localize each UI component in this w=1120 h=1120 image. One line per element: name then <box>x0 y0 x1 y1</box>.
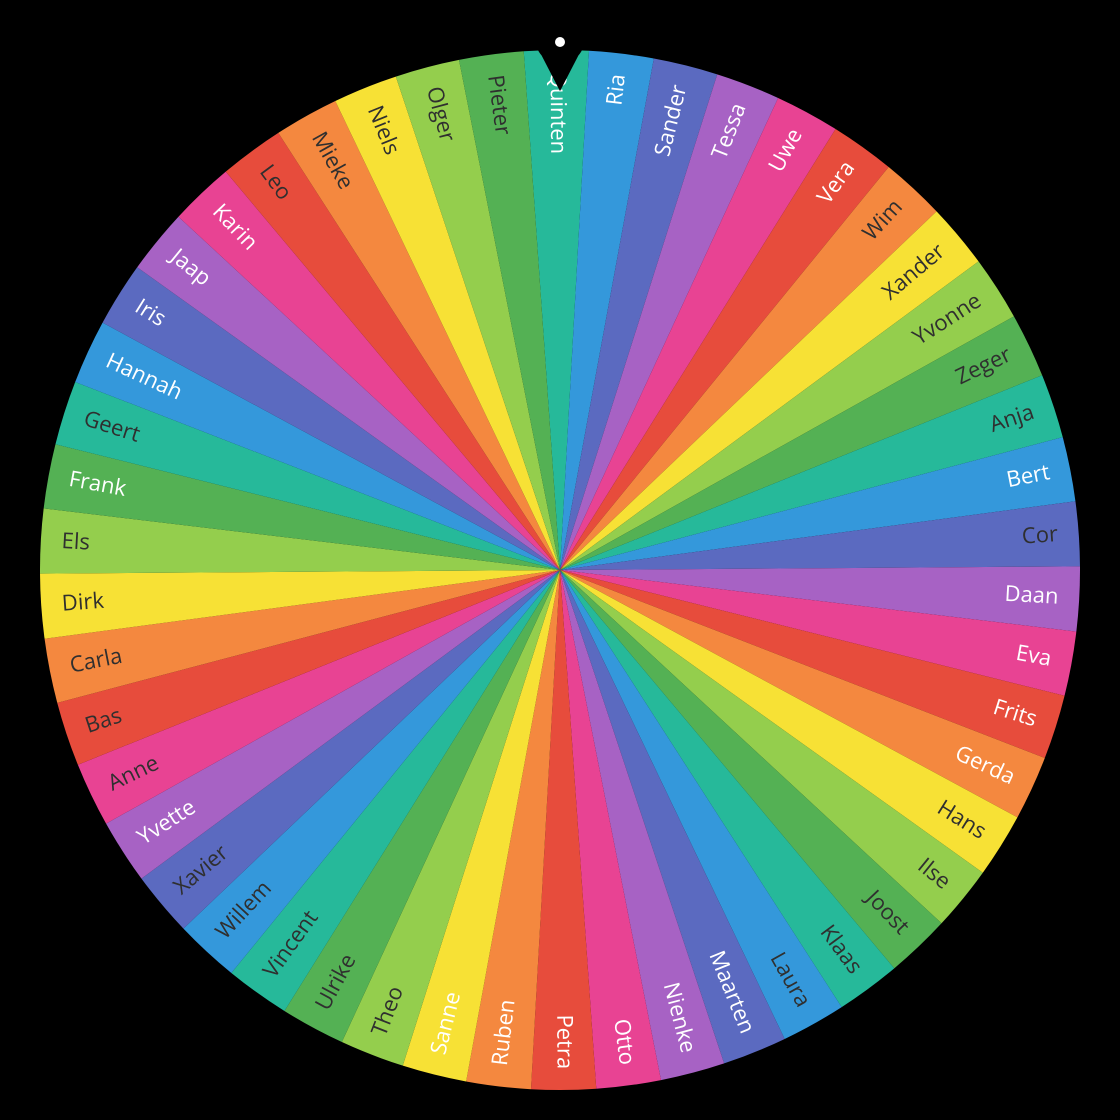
pointer-pin-hole <box>555 37 565 47</box>
wheel-segment-label: Petra <box>550 1014 580 1069</box>
wheel-segment-label: Dirk <box>61 585 105 618</box>
spin-wheel[interactable]: QuintenRiaSanderTessaUweVeraWimXanderYvo… <box>0 0 1120 1120</box>
wheel-segment-label: Cor <box>1021 518 1059 550</box>
wheel-segment-label: Daan <box>1004 578 1059 611</box>
wheel-segment-label: Ria <box>598 72 632 107</box>
wheel-slices <box>40 50 1080 1090</box>
wheel-segment-label: Otto <box>607 1017 643 1067</box>
wheel-segment-label: Eva <box>1014 637 1054 673</box>
wheel-segment-label: Els <box>61 525 91 557</box>
wheel-stage: QuintenRiaSanderTessaUweVeraWimXanderYvo… <box>0 0 1120 1120</box>
